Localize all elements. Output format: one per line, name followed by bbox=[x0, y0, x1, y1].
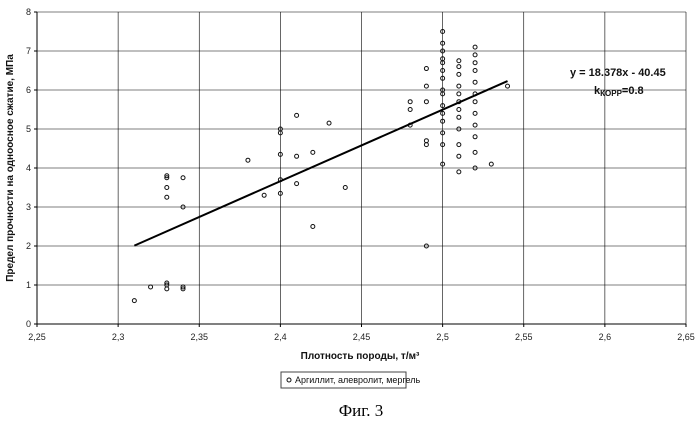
data-point bbox=[457, 108, 461, 112]
data-point bbox=[489, 162, 493, 166]
data-point bbox=[457, 72, 461, 76]
y-tick-label: 1 bbox=[26, 280, 31, 290]
data-point bbox=[165, 195, 169, 199]
trendline bbox=[134, 81, 507, 246]
data-point bbox=[343, 186, 347, 190]
y-tick-label: 7 bbox=[26, 46, 31, 56]
data-point bbox=[132, 299, 136, 303]
x-tick-label: 2,5 bbox=[436, 332, 449, 342]
data-points bbox=[132, 30, 509, 303]
x-tick-label: 2,3 bbox=[112, 332, 125, 342]
figure-caption: Фиг. 3 bbox=[339, 401, 384, 420]
data-point bbox=[457, 115, 461, 119]
x-tick-labels: 2,25 2,3 2,35 2,4 2,45 2,5 2,55 2,6 2,65 bbox=[28, 332, 695, 342]
data-point bbox=[473, 100, 477, 104]
legend: Аргиллит, алевролит, мергель bbox=[281, 372, 420, 388]
data-point bbox=[424, 67, 428, 71]
legend-label: Аргиллит, алевролит, мергель bbox=[295, 375, 420, 385]
x-tick-label: 2,4 bbox=[274, 332, 287, 342]
correlation-value: =0.8 bbox=[622, 85, 644, 97]
trendline-equation: y = 18.378x - 40.45 bbox=[570, 67, 666, 79]
data-point bbox=[424, 84, 428, 88]
data-point bbox=[506, 84, 510, 88]
x-axis-label: Плотность породы, т/м³ bbox=[301, 351, 420, 362]
data-point bbox=[457, 143, 461, 147]
data-point bbox=[408, 100, 412, 104]
data-point bbox=[457, 59, 461, 63]
data-point bbox=[473, 135, 477, 139]
correlation-subscript: КОРР bbox=[600, 89, 622, 98]
data-point bbox=[457, 154, 461, 158]
y-tick-labels: 0 1 2 3 4 5 6 7 8 bbox=[26, 7, 31, 329]
data-point bbox=[424, 139, 428, 143]
data-point bbox=[473, 80, 477, 84]
y-tick-label: 6 bbox=[26, 85, 31, 95]
data-point bbox=[457, 92, 461, 96]
data-point bbox=[246, 158, 250, 162]
data-point bbox=[295, 182, 299, 186]
data-point bbox=[295, 154, 299, 158]
data-point bbox=[457, 84, 461, 88]
y-tick-label: 3 bbox=[26, 202, 31, 212]
data-point bbox=[149, 285, 153, 289]
data-point bbox=[295, 113, 299, 117]
x-tick-label: 2,6 bbox=[599, 332, 612, 342]
trendline-group bbox=[134, 81, 507, 246]
x-tick-label: 2,45 bbox=[353, 332, 371, 342]
x-tick-label: 2,25 bbox=[28, 332, 46, 342]
data-point bbox=[165, 186, 169, 190]
x-tick-label: 2,65 bbox=[677, 332, 695, 342]
data-point bbox=[473, 69, 477, 73]
x-tick-label: 2,35 bbox=[190, 332, 208, 342]
data-point bbox=[327, 121, 331, 125]
gridlines bbox=[37, 12, 686, 324]
data-point bbox=[457, 65, 461, 69]
data-point bbox=[311, 225, 315, 229]
axes bbox=[34, 12, 686, 327]
correlation-label: kКОРР=0.8 bbox=[594, 85, 644, 98]
y-tick-label: 5 bbox=[26, 124, 31, 134]
data-point bbox=[424, 143, 428, 147]
y-axis-label: Предел прочности на одноосное сжатие, МП… bbox=[5, 54, 16, 282]
y-tick-label: 0 bbox=[26, 319, 31, 329]
data-point bbox=[473, 123, 477, 127]
y-tick-label: 8 bbox=[26, 7, 31, 17]
data-point bbox=[473, 45, 477, 49]
y-tick-label: 4 bbox=[26, 163, 31, 173]
data-point bbox=[408, 108, 412, 112]
data-point bbox=[473, 111, 477, 115]
x-tick-label: 2,55 bbox=[515, 332, 533, 342]
data-point bbox=[311, 150, 315, 154]
data-point bbox=[262, 193, 266, 197]
data-point bbox=[473, 53, 477, 57]
data-point bbox=[473, 61, 477, 65]
data-point bbox=[457, 170, 461, 174]
y-tick-label: 2 bbox=[26, 241, 31, 251]
data-point bbox=[473, 150, 477, 154]
data-point bbox=[424, 100, 428, 104]
data-point bbox=[181, 176, 185, 180]
